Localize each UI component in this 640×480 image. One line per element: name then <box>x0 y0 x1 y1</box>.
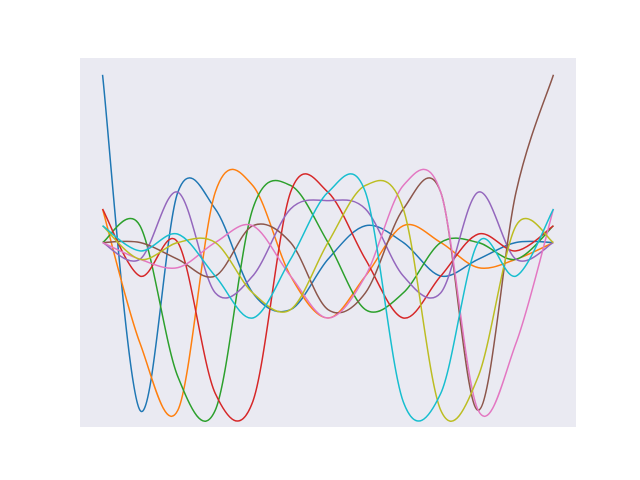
series-line <box>102 173 555 422</box>
series-line <box>102 168 555 418</box>
series-line <box>102 191 554 299</box>
series-line <box>102 179 554 422</box>
series-line <box>102 74 555 411</box>
series-line <box>102 179 554 422</box>
